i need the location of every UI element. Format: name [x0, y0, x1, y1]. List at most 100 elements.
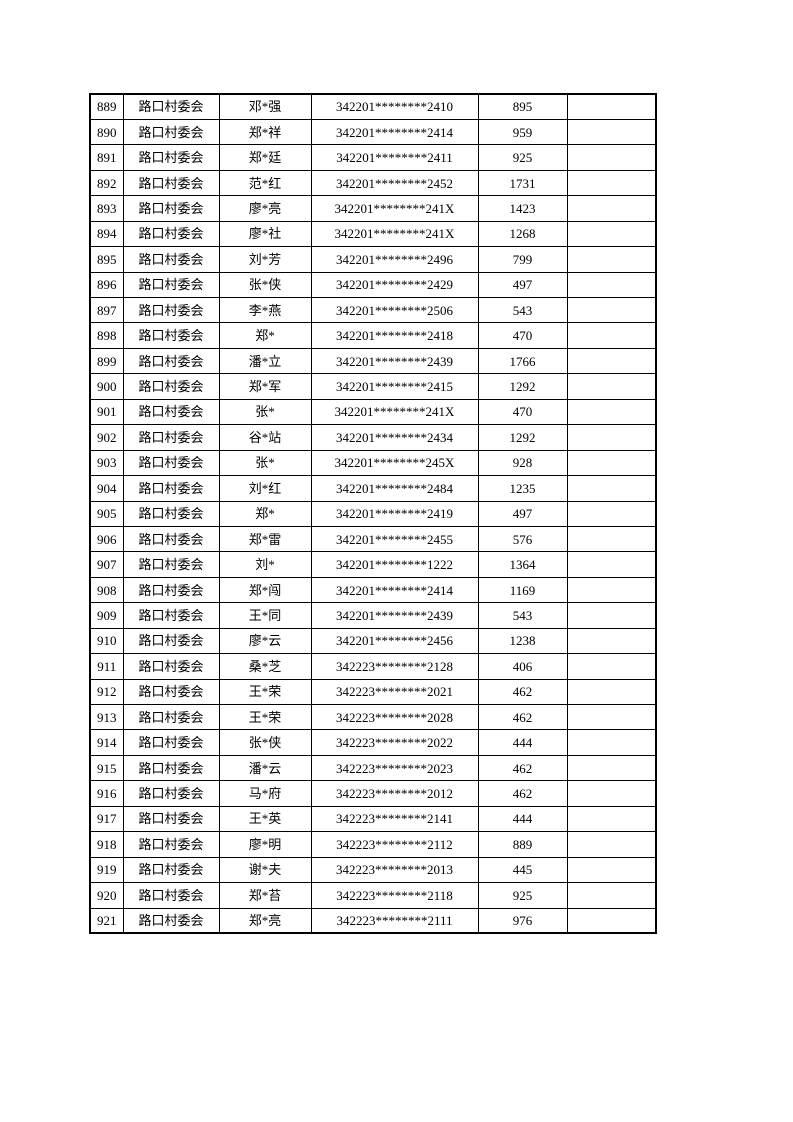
table-row: 906 路口村委会 郑*雷 342201********2455 576: [89, 525, 657, 553]
note-empty-cell: [566, 169, 657, 197]
amount-cell: 497: [477, 271, 568, 299]
id-number-cell: 342201********2506: [310, 296, 479, 324]
table-row: 913 路口村委会 王*荣 342223********2028 462: [89, 703, 657, 731]
note-empty-cell: [566, 195, 657, 222]
amount-cell: 1169: [477, 576, 568, 604]
amount-cell: 462: [477, 678, 568, 706]
row-number-cell: 894: [89, 220, 124, 248]
amount-cell: 470: [477, 322, 568, 349]
name-cell: 桑*芝: [218, 653, 312, 680]
table-row: 897 路口村委会 李*燕 342201********2506 543: [89, 296, 657, 324]
amount-cell: 1766: [477, 347, 568, 375]
id-number-cell: 342201********2429: [310, 271, 479, 299]
note-empty-cell: [566, 551, 657, 578]
row-number-cell: 918: [89, 831, 124, 858]
table-row: 917 路口村委会 王*英 342223********2141 444: [89, 805, 657, 833]
note-empty-cell: [566, 882, 657, 909]
amount-cell: 895: [477, 93, 568, 120]
name-cell: 郑*祥: [218, 118, 312, 146]
row-number-cell: 900: [89, 373, 124, 400]
table-row: 912 路口村委会 王*荣 342223********2021 462: [89, 678, 657, 706]
id-number-cell: 342201********2496: [310, 246, 479, 273]
note-empty-cell: [566, 347, 657, 375]
committee-cell: 路口村委会: [122, 169, 220, 197]
row-number-cell: 898: [89, 322, 124, 349]
id-number-cell: 342201********2434: [310, 424, 479, 451]
committee-cell: 路口村委会: [122, 424, 220, 451]
amount-cell: 1235: [477, 475, 568, 502]
name-cell: 王*荣: [218, 678, 312, 706]
id-number-cell: 342201********245X: [310, 449, 479, 477]
amount-cell: 444: [477, 805, 568, 833]
name-cell: 张*: [218, 398, 312, 426]
note-empty-cell: [566, 602, 657, 629]
name-cell: 谢*夫: [218, 856, 312, 884]
id-number-cell: 342201********241X: [310, 195, 479, 222]
row-number-cell: 914: [89, 729, 124, 756]
note-empty-cell: [566, 576, 657, 604]
amount-cell: 925: [477, 882, 568, 909]
name-cell: 郑*军: [218, 373, 312, 400]
note-empty-cell: [566, 322, 657, 349]
note-empty-cell: [566, 703, 657, 731]
committee-cell: 路口村委会: [122, 271, 220, 299]
table-row: 914 路口村委会 张*侠 342223********2022 444: [89, 729, 657, 756]
amount-cell: 1364: [477, 551, 568, 578]
committee-cell: 路口村委会: [122, 144, 220, 171]
table-row: 896 路口村委会 张*侠 342201********2429 497: [89, 271, 657, 299]
amount-cell: 445: [477, 856, 568, 884]
id-number-cell: 342201********2484: [310, 475, 479, 502]
name-cell: 郑*: [218, 500, 312, 527]
table-row: 900 路口村委会 郑*军 342201********2415 1292: [89, 373, 657, 400]
amount-cell: 889: [477, 831, 568, 858]
name-cell: 马*府: [218, 780, 312, 807]
committee-cell: 路口村委会: [122, 525, 220, 553]
note-empty-cell: [566, 678, 657, 706]
row-number-cell: 912: [89, 678, 124, 706]
committee-cell: 路口村委会: [122, 195, 220, 222]
row-number-cell: 910: [89, 627, 124, 655]
name-cell: 廖*云: [218, 627, 312, 655]
name-cell: 张*侠: [218, 729, 312, 756]
committee-cell: 路口村委会: [122, 93, 220, 120]
name-cell: 郑*苔: [218, 882, 312, 909]
name-cell: 王*荣: [218, 703, 312, 731]
committee-cell: 路口村委会: [122, 551, 220, 578]
id-number-cell: 342201********241X: [310, 220, 479, 248]
row-number-cell: 896: [89, 271, 124, 299]
committee-cell: 路口村委会: [122, 118, 220, 146]
note-empty-cell: [566, 271, 657, 299]
note-empty-cell: [566, 424, 657, 451]
note-empty-cell: [566, 475, 657, 502]
committee-cell: 路口村委会: [122, 296, 220, 324]
id-number-cell: 342223********2028: [310, 703, 479, 731]
name-cell: 张*侠: [218, 271, 312, 299]
id-number-cell: 342223********2022: [310, 729, 479, 756]
row-number-cell: 895: [89, 246, 124, 273]
row-number-cell: 905: [89, 500, 124, 527]
note-empty-cell: [566, 500, 657, 527]
row-number-cell: 916: [89, 780, 124, 807]
row-number-cell: 909: [89, 602, 124, 629]
name-cell: 郑*雷: [218, 525, 312, 553]
amount-cell: 576: [477, 525, 568, 553]
amount-cell: 799: [477, 246, 568, 273]
amount-cell: 470: [477, 398, 568, 426]
note-empty-cell: [566, 627, 657, 655]
id-number-cell: 342201********1222: [310, 551, 479, 578]
table-row: 901 路口村委会 张* 342201********241X 470: [89, 398, 657, 426]
amount-cell: 959: [477, 118, 568, 146]
id-number-cell: 342223********2128: [310, 653, 479, 680]
row-number-cell: 911: [89, 653, 124, 680]
amount-cell: 1292: [477, 424, 568, 451]
name-cell: 王*同: [218, 602, 312, 629]
note-empty-cell: [566, 856, 657, 884]
name-cell: 范*红: [218, 169, 312, 197]
committee-cell: 路口村委会: [122, 322, 220, 349]
committee-cell: 路口村委会: [122, 220, 220, 248]
amount-cell: 976: [477, 907, 568, 934]
committee-cell: 路口村委会: [122, 882, 220, 909]
row-number-cell: 892: [89, 169, 124, 197]
row-number-cell: 902: [89, 424, 124, 451]
note-empty-cell: [566, 144, 657, 171]
